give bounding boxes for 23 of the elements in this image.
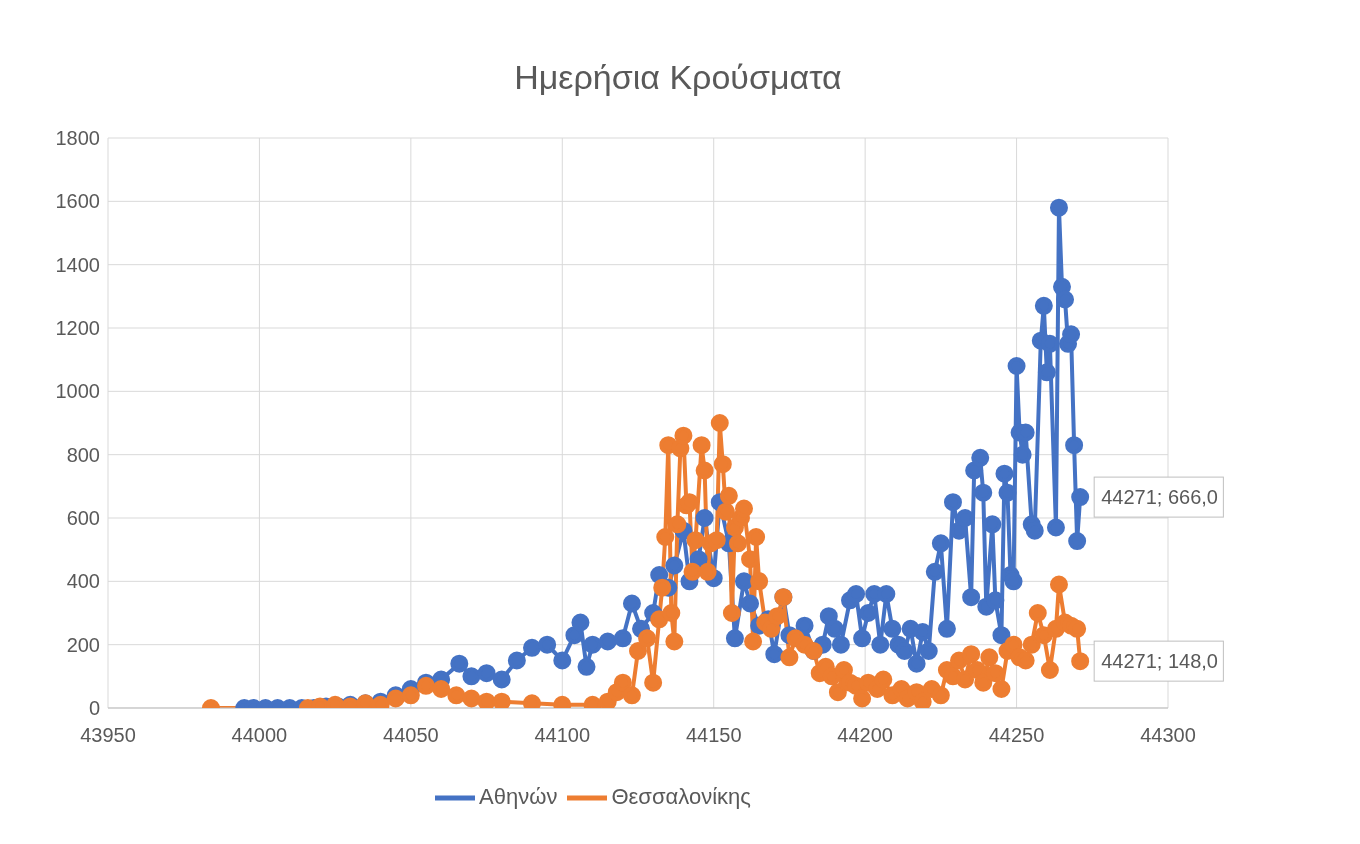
y-tick-label: 200	[66, 633, 100, 656]
annotation: 44271; 666,0	[1101, 486, 1218, 509]
x-tick-label: 44300	[1140, 724, 1196, 747]
x-tick-label: 44200	[837, 724, 893, 747]
annotation: 44271; 148,0	[1101, 650, 1218, 673]
y-tick-label: 1800	[55, 127, 100, 150]
x-tick-label: 44250	[988, 724, 1045, 747]
y-tick-label: 1000	[55, 380, 100, 403]
y-tick-label: 600	[66, 507, 100, 530]
y-tick-label: 1600	[55, 190, 100, 213]
legend-label: Αθηνών	[479, 783, 558, 809]
legend-label: Θεσσαλονίκης	[611, 783, 751, 809]
y-tick-label: 1200	[55, 317, 100, 340]
y-tick-label: 800	[66, 443, 100, 466]
x-tick-label: 44000	[231, 724, 288, 747]
chart-title: Ημερήσια Κρούσματα	[513, 57, 843, 98]
y-tick-label: 0	[88, 697, 100, 720]
x-tick-label: 44100	[534, 724, 591, 747]
x-tick-label: 43950	[80, 724, 136, 747]
x-tick-label: 44050	[383, 724, 439, 747]
x-tick-label: 44150	[685, 724, 742, 747]
y-tick-label: 400	[66, 570, 100, 593]
y-tick-label: 1400	[55, 253, 100, 276]
